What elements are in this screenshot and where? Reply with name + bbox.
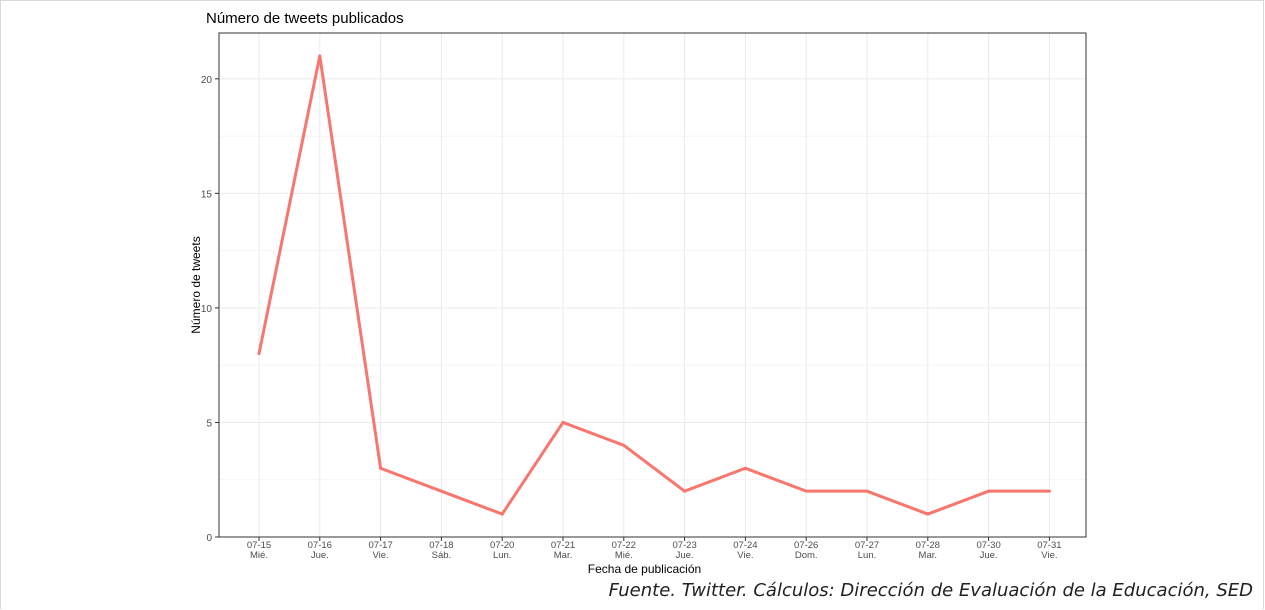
data-point bbox=[561, 420, 565, 424]
data-point bbox=[865, 489, 869, 493]
x-tick-label: 07-23 bbox=[672, 540, 696, 551]
x-tick-label: 07-26 bbox=[794, 540, 818, 551]
x-tick-sublabel: Mar. bbox=[554, 550, 572, 561]
x-tick-label: 07-31 bbox=[1037, 540, 1061, 551]
data-point bbox=[987, 489, 991, 493]
data-point bbox=[439, 489, 443, 493]
chart-title: Número de tweets publicados bbox=[206, 10, 404, 27]
source-note: Fuente. Twitter. Cálculos: Dirección de … bbox=[608, 580, 1253, 601]
y-axis: 0 5 10 15 20 bbox=[201, 75, 219, 544]
major-gridlines bbox=[219, 33, 1086, 538]
data-point bbox=[683, 489, 687, 493]
x-tick-label: 07-28 bbox=[916, 540, 940, 551]
x-axis: 07-15Mié.07-16Jue.07-17Vie.07-18Sáb.07-2… bbox=[247, 537, 1062, 561]
data-point bbox=[743, 466, 747, 470]
y-tick-label: 20 bbox=[201, 75, 213, 86]
x-tick-label: 07-21 bbox=[551, 540, 575, 551]
data-point bbox=[500, 512, 504, 516]
x-tick-label: 07-30 bbox=[976, 540, 1000, 551]
x-tick-label: 07-24 bbox=[733, 540, 757, 551]
x-tick-sublabel: Vie. bbox=[1041, 550, 1057, 561]
y-tick-label: 0 bbox=[206, 533, 212, 544]
data-point bbox=[318, 54, 322, 58]
series-layer bbox=[257, 54, 1051, 516]
data-point bbox=[379, 466, 383, 470]
x-tick-label: 07-27 bbox=[855, 540, 879, 551]
x-tick-label: 07-20 bbox=[490, 540, 514, 551]
x-tick-sublabel: Lun. bbox=[858, 550, 877, 561]
x-tick-sublabel: Sáb. bbox=[432, 550, 452, 561]
x-tick-sublabel: Mar. bbox=[919, 550, 937, 561]
plot-panel bbox=[218, 32, 1087, 538]
y-tick-label: 5 bbox=[206, 418, 212, 429]
x-tick-sublabel: Vie. bbox=[737, 550, 753, 561]
x-tick-label: 07-17 bbox=[368, 540, 392, 551]
x-axis-label: Fecha de publicación bbox=[588, 562, 701, 576]
y-tick-label: 15 bbox=[201, 189, 213, 200]
y-tick-label: 10 bbox=[201, 304, 213, 315]
x-tick-sublabel: Lun. bbox=[493, 550, 512, 561]
series-line bbox=[257, 55, 1050, 516]
x-tick-label: 07-22 bbox=[612, 540, 636, 551]
data-point bbox=[926, 512, 930, 516]
minor-gridlines bbox=[219, 135, 1086, 481]
x-tick-sublabel: Jue. bbox=[676, 550, 694, 561]
data-point bbox=[1047, 489, 1051, 493]
x-tick-sublabel: Jue. bbox=[311, 550, 329, 561]
x-tick-label: 07-16 bbox=[308, 540, 332, 551]
data-point bbox=[622, 443, 626, 447]
data-point bbox=[804, 489, 808, 493]
x-tick-sublabel: Mié. bbox=[250, 550, 268, 561]
x-tick-sublabel: Jue. bbox=[980, 550, 998, 561]
x-tick-label: 07-18 bbox=[429, 540, 453, 551]
data-point bbox=[257, 352, 261, 356]
x-tick-sublabel: Dom. bbox=[795, 550, 818, 561]
tweets-line-chart: Número de tweets publicados 0 5 10 15 20 07-… bbox=[189, 10, 1087, 576]
x-tick-label: 07-15 bbox=[247, 540, 271, 551]
x-tick-sublabel: Vie. bbox=[372, 550, 388, 561]
x-tick-sublabel: Mié. bbox=[615, 550, 633, 561]
y-axis-label: Número de tweets bbox=[189, 236, 203, 333]
